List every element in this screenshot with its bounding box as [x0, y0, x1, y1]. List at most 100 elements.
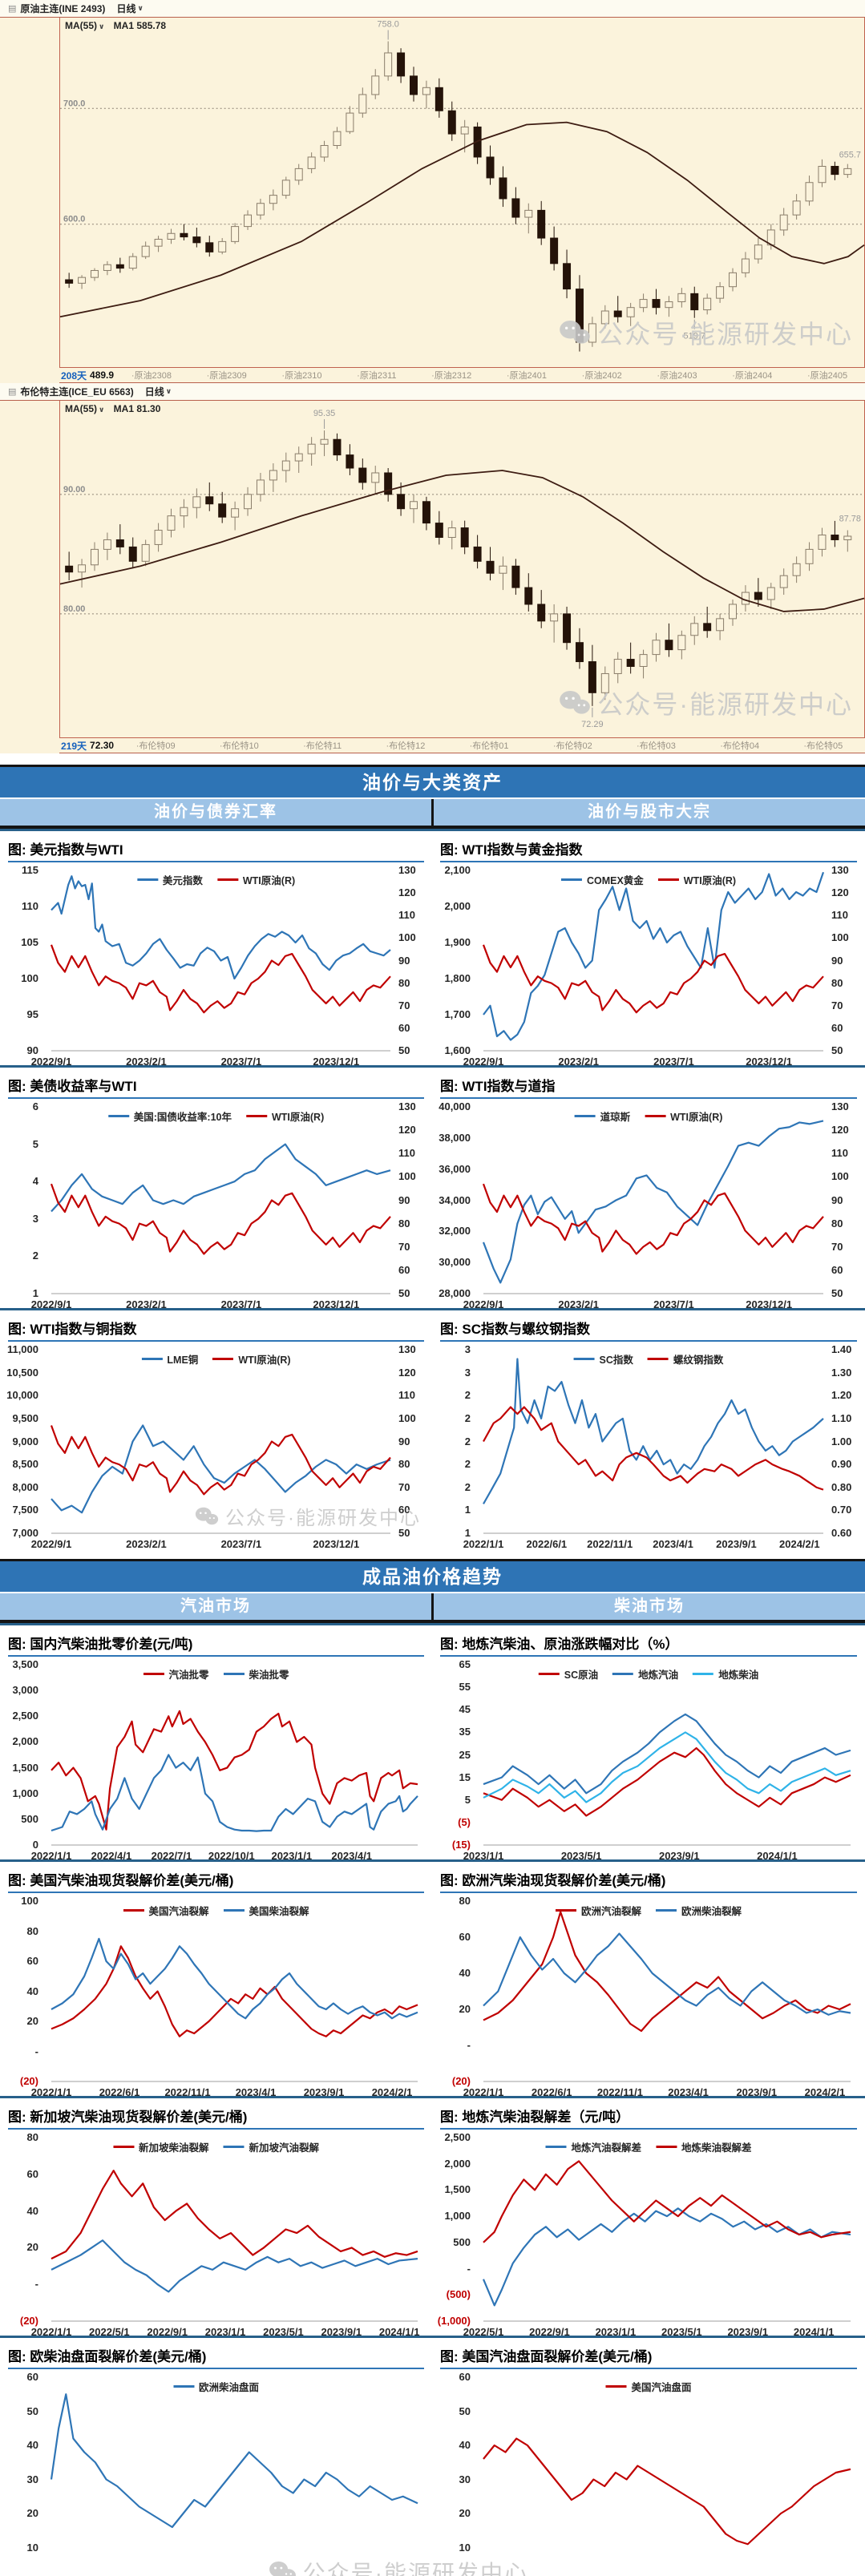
- period-selector[interactable]: 日线: [116, 3, 136, 14]
- legend-label: 地炼汽油裂解差: [571, 2142, 641, 2154]
- x-axis-tick-label: 2023/12/1: [313, 1298, 360, 1310]
- legend-line-swatch: [545, 2146, 567, 2148]
- left-axis-tick-label: 500: [453, 2235, 471, 2248]
- left-axis-tick-label: (20): [451, 2075, 471, 2087]
- legend-item: 美国柴油裂解: [223, 1903, 309, 1918]
- left-axis-tick-label: 2: [464, 1389, 471, 1402]
- right-axis-tick-label: 130: [831, 864, 849, 876]
- left-axis-tick-label: 9,500: [12, 1411, 38, 1424]
- legend-label: SC指数: [599, 1355, 633, 1366]
- right-axis-tick-label: 70: [831, 999, 843, 1011]
- chart-legend: 欧洲柴油盘面: [172, 2379, 260, 2394]
- left-axis-tick-label: 1,800: [444, 972, 471, 984]
- ma-label[interactable]: MA(55): [65, 20, 98, 31]
- ma-indicator: MA(55) ∨ MA1 81.30: [65, 403, 160, 414]
- chevron-down-icon[interactable]: ∨: [137, 4, 143, 12]
- legend-item: SC原油: [538, 1666, 598, 1682]
- left-axis-tick-label: 40: [459, 2439, 471, 2451]
- contract-label: ·原油2404: [732, 371, 773, 381]
- right-axis-tick-label: 90: [398, 954, 410, 967]
- legend-label: 地炼柴油裂解差: [681, 2142, 752, 2154]
- svg-text:519.7: 519.7: [684, 332, 705, 341]
- chart-plot-area: 6050403020100美国汽油盘面2023/1/12023/4/12023/…: [435, 2371, 862, 2576]
- chevron-down-icon[interactable]: ∨: [165, 387, 172, 395]
- right-axis-tick-label: 60: [398, 1021, 410, 1034]
- left-axis-tick-label: 1,900: [444, 936, 471, 948]
- chart-legend: COMEX黄金 WTI原油(R): [560, 872, 736, 887]
- x-axis-tick-label: 2023/5/1: [560, 1850, 602, 1862]
- legend-line-swatch: [107, 1115, 129, 1117]
- chart-title: 图: 美元指数与WTI: [8, 838, 424, 862]
- right-axis-tick-label: 60: [831, 1021, 843, 1034]
- right-axis-tick-label: 1.30: [831, 1366, 852, 1379]
- x-axis-tick-label: 2023/2/1: [558, 1056, 600, 1068]
- chevron-down-icon[interactable]: ∨: [99, 22, 105, 30]
- legend-label: LME铜: [167, 1355, 199, 1366]
- x-axis-tick-label: 2023/9/1: [303, 2086, 345, 2098]
- sub-header-row: 油价与债券汇率 油价与股市大宗: [0, 799, 865, 829]
- right-axis-tick-label: 120: [398, 1366, 416, 1379]
- right-axis-tick-label: 80: [398, 976, 410, 989]
- legend-label: 地炼柴油: [718, 1670, 759, 1681]
- legend-line-swatch: [574, 1115, 596, 1117]
- svg-text:655.7: 655.7: [839, 151, 861, 160]
- chart-dow-wti: 图: WTI指数与道指 40,000 38,000 36,000 34,000 32,0…: [432, 1068, 865, 1310]
- chart-legend: 美国:国债收益率:10年 WTI原油(R): [107, 1108, 325, 1124]
- x-axis-tick-label: 2022/11/1: [164, 2086, 211, 2098]
- x-axis-tick-label: 2022/1/1: [30, 2086, 72, 2098]
- right-axis-tick-label: 130: [831, 1100, 849, 1112]
- period-selector[interactable]: 日线: [144, 386, 164, 398]
- right-axis-tick-label: 70: [398, 1480, 410, 1493]
- right-axis-tick-label: 100: [831, 1170, 849, 1183]
- chart-legend: 汽油批零 柴油批零: [143, 1666, 289, 1682]
- left-axis-tick-label: 2: [464, 1458, 471, 1471]
- chart-plot-area: 3 3 2 2 2 2 2 1 1 1.40 1.30 1.20 1.10 1.00 0.90 0.80 0.7…: [435, 1343, 862, 1554]
- legend-item: 美国汽油盘面: [605, 2379, 692, 2394]
- x-axis-tick-label: 2022/1/1: [30, 1850, 72, 1862]
- line-chart-svg: [50, 1424, 391, 1534]
- line-chart-svg: [482, 1120, 824, 1294]
- chart-plot-area: 3,500 3,000 2,500 2,000 1,500 1,000 500 0 汽油批零 柴油…: [3, 1658, 429, 1866]
- chart-plot-area: 6 5 4 3 2 1 130 120 110 100 90 80 70 60 50 美国:国债收益率:10年…: [3, 1100, 429, 1314]
- x-axis-tick-label: 2023/2/1: [126, 1538, 167, 1550]
- right-axis-tick-label: 120: [831, 886, 849, 899]
- left-axis-tick-label: 2,000: [444, 900, 471, 912]
- legend-line-swatch: [223, 2146, 245, 2148]
- left-axis-tick-label: 1: [464, 1504, 471, 1516]
- x-axis-tick-label: 2024/1/1: [378, 2326, 420, 2338]
- left-axis-tick-label: 3: [464, 1366, 471, 1379]
- subsection-diesel-market: 柴油市场: [434, 1593, 865, 1620]
- legend-item: 螺纹钢指数: [647, 1351, 723, 1367]
- legend-label: 欧洲柴油盘面: [198, 2382, 260, 2393]
- legend-label: WTI原油(R): [271, 1112, 325, 1123]
- sub-header-row: 汽油市场 柴油市场: [0, 1593, 865, 1623]
- legend-line-swatch: [612, 1673, 634, 1675]
- left-axis-tick-label: 32,000: [439, 1225, 471, 1238]
- x-axis-tick-label: 2022/1/1: [463, 1538, 504, 1550]
- legend-label: 美元指数: [162, 875, 203, 886]
- left-axis-tick-label: 20: [26, 2241, 38, 2254]
- right-axis-tick-label: 60: [831, 1263, 843, 1276]
- x-axis-tick-label: 2023/4/1: [668, 2086, 709, 2098]
- left-axis-tick-label: 8,500: [12, 1458, 38, 1471]
- legend-item: 美国:国债收益率:10年: [107, 1108, 232, 1124]
- chart-plot-area: 65 55 45 35 25 15 5 (5) (15) SC原油 地炼汽油 地炼柴油 2023/1/1…: [435, 1658, 862, 1866]
- ma-label[interactable]: MA(55): [65, 403, 98, 414]
- line-chart-svg: [50, 2393, 418, 2529]
- x-axis-tick-label: 2022/5/1: [89, 2326, 130, 2338]
- min-price-label: 489.9: [90, 369, 115, 381]
- legend-line-swatch: [112, 2146, 134, 2148]
- chart-us-gasoline-board-crack: 图: 美国汽油盘面裂解价差(美元/桶) 6050403020100美国汽油盘面2…: [432, 2338, 865, 2576]
- left-axis-tick-label: 1,600: [444, 1044, 471, 1056]
- chart-title: 图: WTI指数与铜指数: [8, 1318, 424, 1342]
- contract-label: ·布伦特02: [552, 741, 592, 751]
- contract-label: ·布伦特01: [469, 741, 509, 751]
- x-axis-tick-label: 2023/1/1: [595, 2326, 637, 2338]
- left-axis-tick-label: (1,000): [437, 2315, 471, 2327]
- left-axis-tick-label: 1,700: [444, 1008, 471, 1020]
- left-axis-tick-label: 10: [459, 2541, 471, 2554]
- left-axis-tick-label: 3,000: [12, 1684, 38, 1697]
- chevron-down-icon[interactable]: ∨: [99, 406, 105, 414]
- line-chart-svg: [51, 1937, 418, 2082]
- contract-label: ·布伦特05: [803, 741, 843, 751]
